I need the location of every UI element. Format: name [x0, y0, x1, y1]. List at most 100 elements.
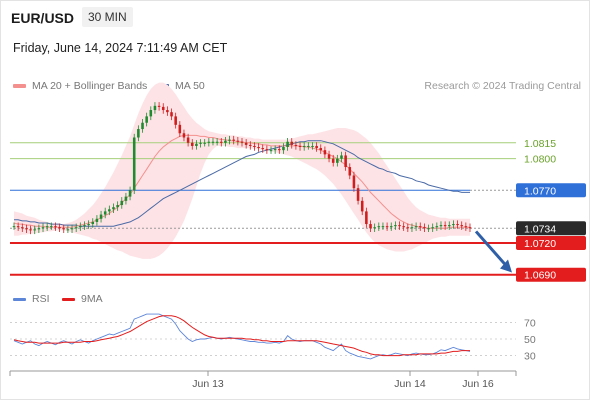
candle-95: [406, 227, 410, 229]
candle-7: [41, 227, 45, 229]
candle-94: [402, 226, 405, 228]
candle-42: [186, 137, 190, 143]
candle-58: [253, 145, 256, 147]
x-tick-label-0: Jun 13: [192, 378, 224, 390]
candle-89: [381, 226, 385, 228]
candle-28: [128, 190, 132, 197]
candle-63: [273, 149, 277, 151]
candle-74: [319, 148, 323, 151]
rsi-tick-1: 50: [524, 334, 536, 346]
ma50-line: [14, 140, 470, 227]
candle-23: [108, 209, 111, 212]
candle-54: [236, 140, 240, 142]
credit-label: Research © 2024 Trading Central: [424, 80, 581, 92]
candle-0: [12, 226, 16, 228]
candle-92: [394, 225, 397, 227]
candle-35: [157, 105, 161, 107]
level-label-3: 1.0734: [524, 223, 556, 235]
legend-rsi[interactable]: RSI: [13, 293, 50, 305]
candle-91: [389, 226, 393, 228]
candle-105: [447, 225, 451, 227]
level-tag-3: [516, 221, 586, 236]
candle-101: [431, 227, 434, 229]
candle-102: [435, 226, 439, 228]
candle-3: [25, 228, 28, 230]
candle-13: [66, 229, 70, 231]
candle-10: [54, 226, 57, 228]
legend-ma50-label: MA 50: [175, 80, 205, 92]
candle-51: [224, 140, 227, 143]
candle-8: [45, 226, 49, 228]
candle-72: [311, 145, 314, 147]
candle-5: [33, 229, 37, 231]
timeframe-badge[interactable]: 30 MIN: [82, 7, 133, 27]
candle-82: [352, 175, 356, 189]
candle-99: [423, 227, 426, 229]
bollinger-band: [14, 82, 470, 259]
candle-79: [340, 155, 343, 159]
candle-9: [50, 226, 53, 228]
candle-81: [348, 167, 352, 176]
candle-73: [315, 145, 318, 149]
candle-19: [91, 221, 95, 225]
level-label-5: 1.0690: [524, 270, 556, 282]
candle-21: [99, 214, 103, 219]
candle-61: [265, 149, 269, 151]
candle-107: [456, 224, 459, 226]
candle-16: [79, 226, 82, 228]
candle-84: [360, 200, 364, 212]
candle-70: [302, 145, 306, 147]
level-tag-5: [516, 267, 586, 282]
candle-104: [443, 225, 447, 227]
candle-38: [170, 112, 173, 117]
candle-66: [286, 141, 289, 147]
candle-33: [149, 110, 153, 117]
candle-78: [336, 158, 339, 163]
candle-85: [365, 211, 368, 225]
candle-12: [62, 228, 66, 230]
candle-11: [58, 227, 61, 229]
legend-ma20[interactable]: MA 20 + Bollinger Bands: [13, 80, 147, 92]
legend-ma20-swatch: [13, 84, 26, 88]
candle-4: [29, 229, 32, 231]
candle-43: [190, 142, 194, 146]
candle-110: [468, 227, 472, 229]
legend-rsi-label: RSI: [32, 293, 50, 305]
candle-46: [203, 142, 206, 144]
candle-25: [116, 205, 119, 208]
candle-64: [278, 149, 281, 151]
candle-26: [120, 200, 124, 206]
candle-71: [307, 145, 310, 147]
candle-24: [112, 207, 115, 210]
candle-27: [124, 196, 128, 201]
candle-22: [103, 211, 107, 215]
candle-83: [356, 188, 360, 201]
candle-31: [141, 122, 144, 130]
candle-6: [37, 228, 41, 230]
candle-80: [344, 155, 347, 168]
candle-53: [232, 139, 235, 141]
candle-41: [182, 133, 186, 138]
forecast-arrow-head: [500, 259, 512, 273]
legend-rsi-ma-swatch: [62, 297, 75, 301]
candle-49: [215, 141, 219, 143]
candle-108: [460, 225, 463, 227]
candle-60: [261, 148, 265, 150]
candle-68: [294, 144, 298, 146]
candle-14: [70, 228, 74, 230]
rsi-tick-0: 70: [524, 317, 536, 329]
level-label-2: 1.0770: [524, 185, 556, 197]
legend-rsi-ma[interactable]: 9MA: [62, 293, 103, 305]
candle-55: [240, 141, 244, 143]
candle-75: [323, 150, 327, 155]
candle-47: [207, 141, 211, 143]
candle-88: [377, 226, 381, 228]
candle-65: [282, 147, 285, 151]
candle-96: [410, 227, 414, 229]
candle-20: [95, 218, 99, 222]
symbol-label: EUR/USD: [11, 10, 75, 26]
candle-100: [427, 228, 430, 230]
candle-69: [298, 145, 302, 147]
candle-29: [132, 137, 136, 191]
